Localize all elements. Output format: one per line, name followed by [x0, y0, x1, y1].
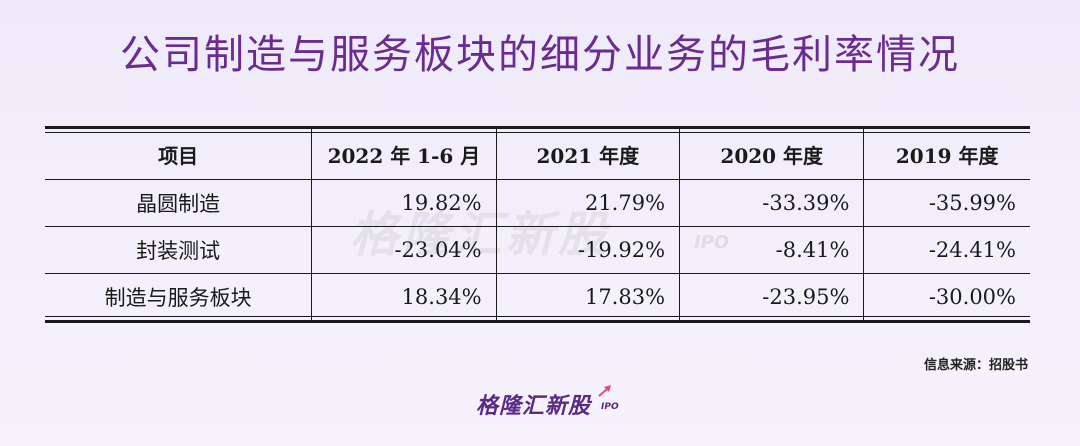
- table-row: 晶圆制造 19.82% 21.79% -33.39% -35.99%: [45, 179, 1030, 227]
- table-row: 封装测试 -23.04% -19.92% -8.41% -24.41%: [45, 226, 1030, 274]
- header-2022h1: 2022 年 1-6 月: [311, 129, 497, 180]
- table-cell: -19.92%: [496, 226, 681, 274]
- table-cell: -24.41%: [863, 226, 1030, 274]
- header-item: 项目: [45, 129, 313, 180]
- table-cell: 18.34%: [311, 273, 497, 320]
- page-title: 公司制造与服务板块的细分业务的毛利率情况: [120, 32, 960, 78]
- header-2019: 2019 年度: [863, 129, 1030, 180]
- table-cell: 17.83%: [496, 273, 681, 320]
- row-label: 封装测试: [45, 226, 313, 274]
- table-cell: -23.04%: [311, 226, 497, 274]
- table-cell: -23.95%: [679, 273, 865, 320]
- table-cell: 21.79%: [496, 179, 681, 227]
- table-header-row: 项目 2022 年 1-6 月 2021 年度 2020 年度 2019 年度: [45, 129, 1030, 180]
- table-cell: 19.82%: [311, 179, 497, 227]
- table-cell: -30.00%: [928, 285, 1016, 309]
- table-cell: -33.39%: [679, 179, 865, 227]
- brand-logo: 格隆汇新股: [476, 394, 592, 419]
- header-2020: 2020 年度: [679, 129, 865, 180]
- source-note: 信息来源：招股书: [923, 358, 1028, 373]
- header-2021: 2021 年度: [496, 129, 681, 180]
- table-cell: -35.99%: [863, 179, 1030, 227]
- row-label: 制造与服务板块: [45, 273, 313, 320]
- table-row: 制造与服务板块 18.34% 17.83% -23.95% -30.00%: [45, 273, 1030, 320]
- table-cell: -8.41%: [679, 226, 865, 274]
- brand-logo-ipo: IPO: [601, 402, 619, 412]
- arrow-up-icon: [598, 385, 611, 397]
- row-label: 晶圆制造: [45, 179, 313, 227]
- gross-margin-table: 项目 2022 年 1-6 月 2021 年度 2020 年度 2019 年度 …: [45, 126, 1030, 323]
